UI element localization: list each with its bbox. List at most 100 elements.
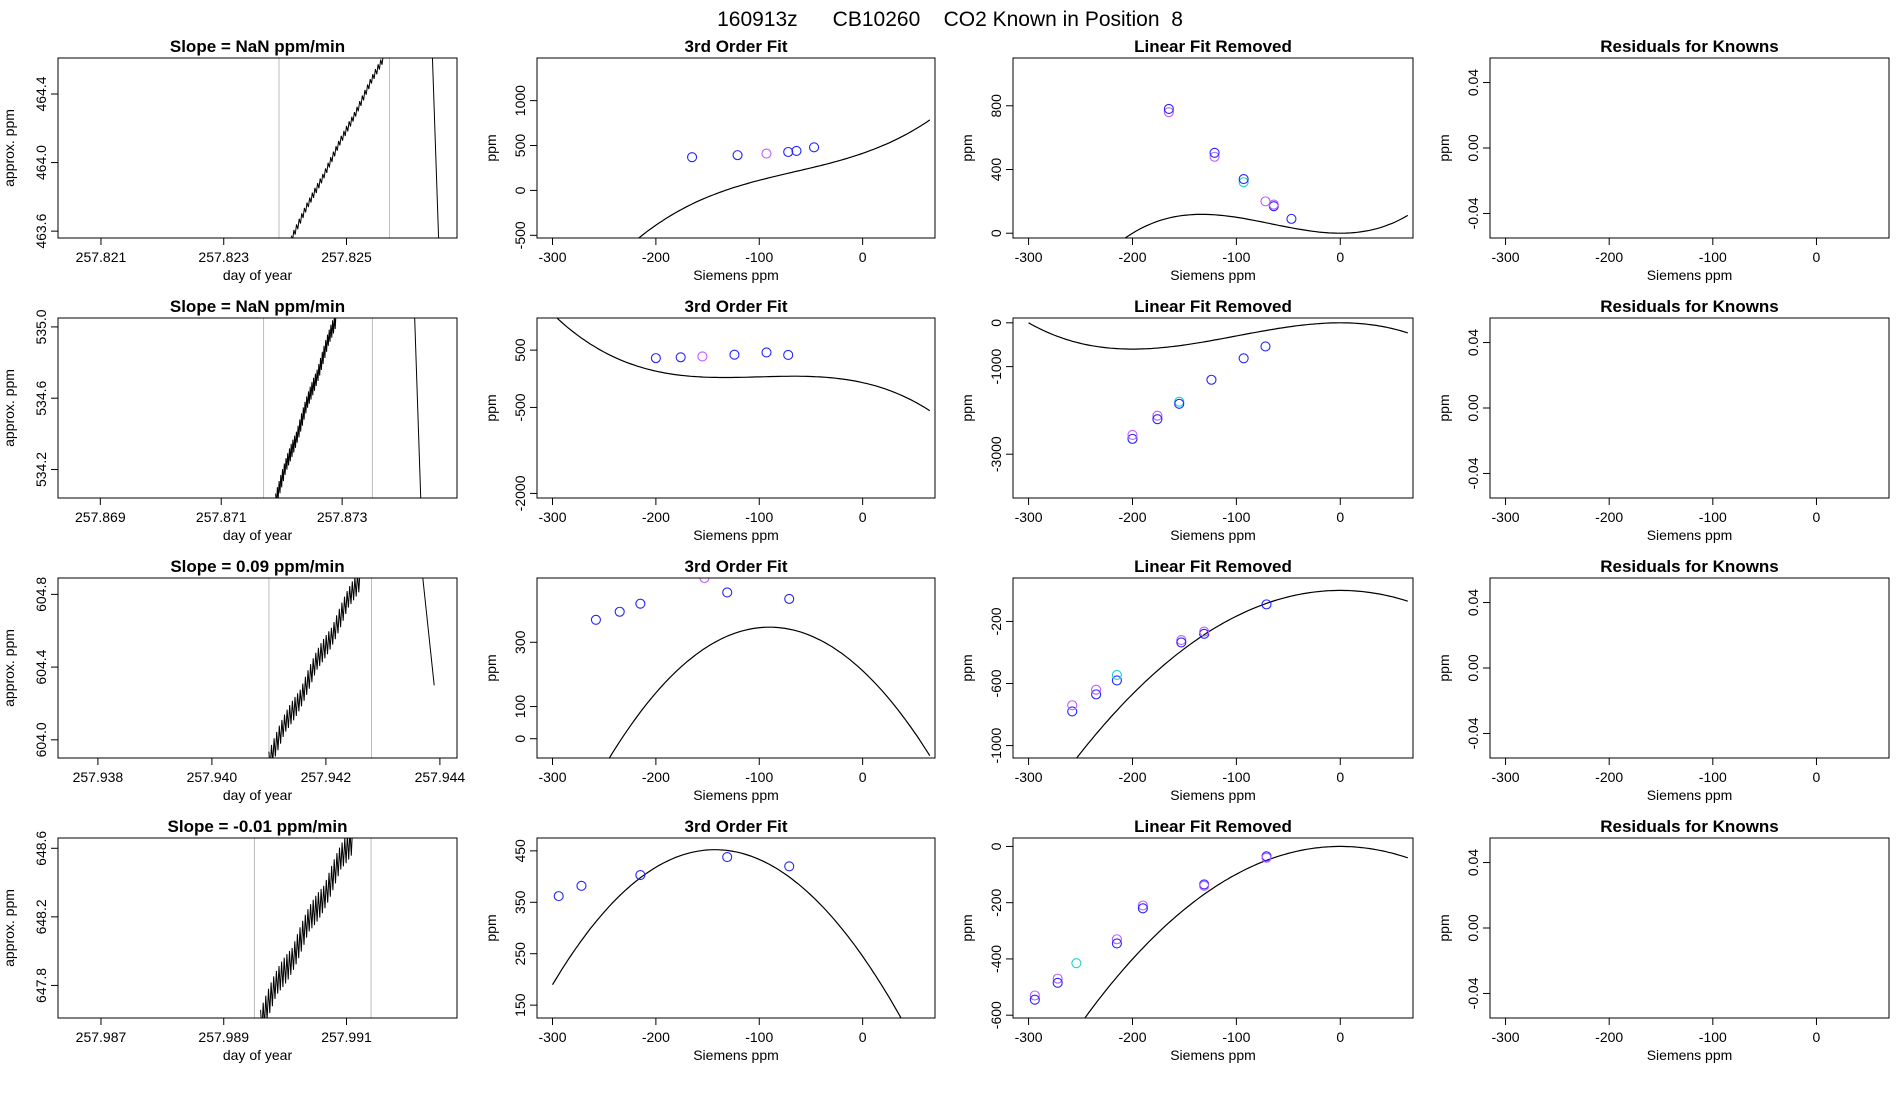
chart-panel-r3c3: Linear Fit Removed-300 -200 -100 0-1000-600… xyxy=(959,557,1414,803)
data-point xyxy=(791,145,802,156)
plot-frame xyxy=(1489,837,1890,1019)
data-point xyxy=(1111,669,1122,681)
y-axis-label: ppm xyxy=(959,914,975,941)
y-tick-label: 500 xyxy=(512,134,528,158)
data-point xyxy=(1029,990,1040,1001)
x-tick-label: -200 xyxy=(1595,249,1623,265)
x-tick-label: 257.991 xyxy=(321,1029,372,1045)
y-tick-label: 0.04 xyxy=(1465,589,1481,616)
chart-panel-r1c1: Slope = NaN ppm/min 257.821 257.823 257.825… xyxy=(1,37,458,283)
y-tick-label: 400 xyxy=(988,158,1004,182)
plot-frame xyxy=(57,837,458,1019)
chart-panel-r1c3: Linear Fit Removed -300 -200 -100 0 0 400 800 Si… xyxy=(959,37,1414,283)
plot-frame xyxy=(57,317,458,499)
data-point xyxy=(722,851,733,863)
data-point xyxy=(784,593,795,604)
chart-title: 3rd Order Fit xyxy=(685,297,788,316)
x-tick-label: 257.989 xyxy=(198,1029,249,1045)
y-tick-label: -1000 xyxy=(988,348,1004,384)
chart-title: Slope = NaN ppm/min xyxy=(170,297,345,316)
y-axis-label: ppm xyxy=(483,394,499,421)
x-tick-label: -100 xyxy=(1222,249,1250,265)
y-tick-label: 0.00 xyxy=(1465,134,1481,161)
y-tick-label: -0.04 xyxy=(1465,977,1481,1009)
page-title: 160913z CB10260 CO2 Known in Position 8 xyxy=(717,8,1183,31)
x-tick-label: -200 xyxy=(642,769,670,785)
chart-panel-r1c2: 3rd Order Fit -300 -200 -100 0 -500 0 500 1000 Si… xyxy=(483,37,936,283)
x-tick-label: -300 xyxy=(538,509,566,525)
y-tick-label: 0.04 xyxy=(1465,69,1481,96)
x-axis-label: Siemens ppm xyxy=(1170,787,1256,803)
y-tick-label: 647.8 xyxy=(33,968,49,1003)
data-point xyxy=(808,142,820,153)
plot-frame xyxy=(1012,317,1414,499)
x-axis-label: day of year xyxy=(223,787,293,803)
data-point xyxy=(1261,852,1272,863)
chart-panel-r3c1: Slope = 0.09 ppm/min 257.938 257.940 257.94… xyxy=(1,557,465,803)
plot-frame xyxy=(1489,577,1890,759)
x-tick-label: -100 xyxy=(1699,509,1727,525)
plot-area xyxy=(1029,845,1408,1018)
y-axis-label: ppm xyxy=(959,394,975,421)
data-point xyxy=(1111,938,1122,949)
chart-title: Slope = NaN ppm/min xyxy=(170,37,345,56)
data-point xyxy=(590,614,601,625)
x-axis-label: Siemens ppm xyxy=(1647,787,1733,803)
y-tick-label: -600 xyxy=(988,1001,1004,1029)
y-axis-label: ppm xyxy=(1436,394,1452,421)
plot-area xyxy=(1124,103,1409,238)
x-tick-label: -100 xyxy=(745,1029,773,1045)
x-axis-label: day of year xyxy=(223,527,293,543)
fit-curve xyxy=(1028,322,1408,350)
data-point xyxy=(1206,374,1217,385)
y-tick-label: 534.2 xyxy=(33,452,49,487)
x-tick-label: -100 xyxy=(1699,249,1727,265)
plot-frame xyxy=(536,57,936,239)
plot-frame xyxy=(536,577,936,759)
x-axis-label: Siemens ppm xyxy=(1647,267,1733,283)
plot-frame xyxy=(536,837,936,1019)
plot-frame xyxy=(57,577,458,759)
x-tick-label: -300 xyxy=(1015,509,1043,525)
x-axis-label: Siemens ppm xyxy=(1170,527,1256,543)
plot-frame xyxy=(57,57,458,239)
fit-curve xyxy=(551,849,902,1018)
data-point xyxy=(1127,433,1138,444)
y-axis-label: ppm xyxy=(483,914,499,941)
x-tick-label: -300 xyxy=(538,249,566,265)
y-tick-label: 535.0 xyxy=(33,309,49,344)
y-tick-label: 648.2 xyxy=(33,899,49,934)
x-tick-label: 257.944 xyxy=(415,769,466,785)
y-tick-label: 463.6 xyxy=(33,213,49,248)
chart-title: 3rd Order Fit xyxy=(685,817,788,836)
data-point xyxy=(722,587,733,598)
data-point xyxy=(784,861,795,872)
y-tick-label: -200 xyxy=(988,888,1004,916)
y-tick-label: -0.04 xyxy=(1465,197,1481,229)
data-point xyxy=(1163,103,1174,115)
y-tick-label: 0.00 xyxy=(1465,394,1481,421)
plot-area xyxy=(1067,589,1408,758)
x-tick-label: 0 xyxy=(1336,509,1344,525)
drop-trace xyxy=(414,318,422,498)
data-point xyxy=(1111,675,1122,686)
x-tick-label: -100 xyxy=(1222,1029,1250,1045)
data-point xyxy=(699,578,710,584)
x-tick-label: 0 xyxy=(1813,249,1821,265)
data-point xyxy=(1152,414,1163,425)
y-tick-label: 800 xyxy=(988,94,1004,118)
chart-panel-r1c4: Residuals for Knowns -300 -200 -100 0 -0.04 0.… xyxy=(1436,37,1890,283)
x-tick-label: -300 xyxy=(1015,249,1043,265)
data-point xyxy=(1137,903,1148,914)
x-tick-label: 0 xyxy=(859,249,867,265)
chart-title: Residuals for Knowns xyxy=(1600,297,1779,316)
chart-title: Slope = -0.01 ppm/min xyxy=(168,817,348,836)
x-tick-label: -100 xyxy=(1699,769,1727,785)
data-point xyxy=(1091,684,1102,695)
x-tick-label: 257.823 xyxy=(198,249,249,265)
chart-title: Residuals for Knowns xyxy=(1600,557,1779,576)
x-axis-label: Siemens ppm xyxy=(1647,1047,1733,1063)
x-tick-label: -100 xyxy=(1699,1029,1727,1045)
y-tick-label: 0.00 xyxy=(1465,914,1481,941)
